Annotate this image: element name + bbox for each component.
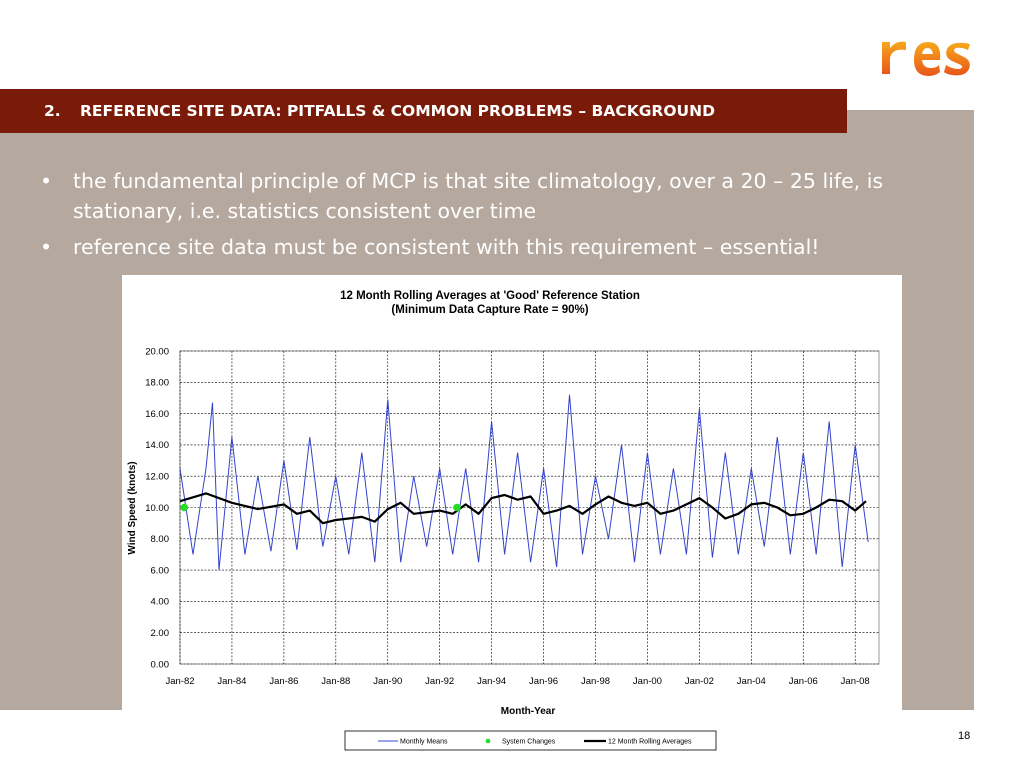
x-tick-label: Jan-82 xyxy=(165,676,194,687)
chart-legend: Monthly Means System Changes 12 Month Ro… xyxy=(344,730,717,751)
x-tick-label: Jan-86 xyxy=(269,676,298,687)
y-tick-label: 8.00 xyxy=(151,534,170,545)
system-change-marker xyxy=(453,503,461,512)
res-logo xyxy=(882,41,970,76)
x-axis-title: Month-Year xyxy=(501,706,556,717)
x-tick-label: Jan-92 xyxy=(425,676,454,687)
bullet-marker: • xyxy=(40,235,53,259)
bullet-text: the fundamental principle of MCP is that… xyxy=(73,169,884,223)
y-tick-label: 16.00 xyxy=(145,409,169,420)
chart-subtitle: (Minimum Data Capture Rate = 90%) xyxy=(391,304,588,316)
bullet-marker: • xyxy=(40,169,53,193)
slide-title-number: 2. xyxy=(44,102,61,120)
x-tick-label: Jan-06 xyxy=(789,676,818,687)
x-tick-label: Jan-84 xyxy=(217,676,246,687)
legend-label-monthly: Monthly Means xyxy=(400,739,448,746)
system-change-marker xyxy=(180,503,189,512)
legend-box xyxy=(344,730,717,751)
x-tick-label: Jan-96 xyxy=(529,676,558,687)
x-tick-label: Jan-02 xyxy=(685,676,714,687)
slide-title-bar: 2. REFERENCE SITE DATA: PITFALLS & COMMON… xyxy=(0,89,847,133)
line-chart: 12 Month Rolling Averages at 'Good' Refe… xyxy=(127,290,880,751)
bullet-text: reference site data must be consistent w… xyxy=(73,235,820,259)
x-tick-label: Jan-90 xyxy=(373,676,402,687)
x-tick-label: Jan-00 xyxy=(633,676,662,687)
monthly-means-line xyxy=(179,394,869,571)
x-tick-label: Jan-88 xyxy=(321,676,350,687)
y-tick-label: 18.00 xyxy=(145,378,169,389)
y-tick-label: 4.00 xyxy=(151,597,170,608)
page-number: 18 xyxy=(958,730,971,742)
y-tick-label: 0.00 xyxy=(151,659,170,670)
y-tick-label: 12.00 xyxy=(145,472,169,483)
x-tick-label: Jan-98 xyxy=(581,676,610,687)
chart-panel: 12 Month Rolling Averages at 'Good' Refe… xyxy=(122,275,902,768)
chart-title: 12 Month Rolling Averages at 'Good' Refe… xyxy=(340,290,640,302)
bullet-list: • the fundamental principle of MCP is tha… xyxy=(40,166,930,268)
bullet-item: • the fundamental principle of MCP is tha… xyxy=(40,166,930,226)
y-tick-label: 20.00 xyxy=(145,346,169,357)
y-tick-label: 14.00 xyxy=(145,440,169,451)
bullet-item: • reference site data must be consistent … xyxy=(40,232,930,262)
y-axis-title: Wind Speed (knots) xyxy=(127,461,138,554)
legend-swatch-system-changes xyxy=(485,738,491,744)
y-tick-label: 10.00 xyxy=(145,503,169,514)
legend-label-system-changes: System Changes xyxy=(502,739,556,746)
y-tick-label: 6.00 xyxy=(151,565,170,576)
rolling-average-line xyxy=(179,492,867,525)
x-tick-label: Jan-94 xyxy=(477,676,506,687)
legend-label-rolling: 12 Month Rolling Averages xyxy=(608,739,692,746)
y-tick-label: 2.00 xyxy=(151,628,170,639)
x-tick-label: Jan-08 xyxy=(841,676,870,687)
slide-title: REFERENCE SITE DATA: PITFALLS & COMMON P… xyxy=(80,102,715,120)
x-tick-label: Jan-04 xyxy=(737,676,766,687)
